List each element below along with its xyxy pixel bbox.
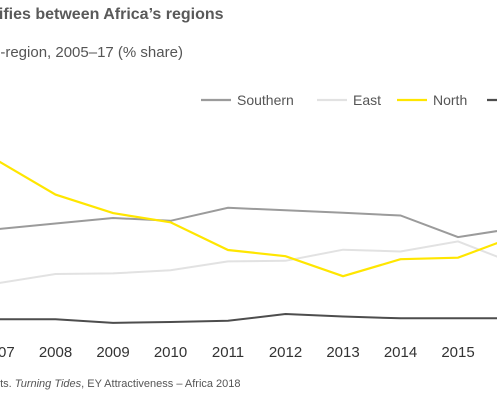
- x-tick-label: 2011: [212, 344, 244, 361]
- legend-label: East: [353, 92, 381, 108]
- chart-lines: [0, 160, 497, 324]
- x-tick-label: 2014: [384, 344, 417, 361]
- chart-title: sifies between Africa’s regions: [0, 6, 224, 23]
- chart-source: ets. Turning Tides, EY Attractiveness – …: [0, 378, 241, 390]
- x-tick-label: 2010: [154, 344, 187, 361]
- x-tick-label: 2013: [326, 344, 359, 361]
- source-prefix: ets.: [0, 378, 12, 390]
- x-tick-label: 2015: [441, 344, 474, 361]
- series-line-east: [0, 240, 497, 284]
- source-title: Turning Tides: [14, 378, 82, 390]
- source-suffix: , EY Attractiveness – Africa 2018: [81, 378, 241, 390]
- x-tick-label: 2007: [0, 344, 15, 361]
- series-line-other: [0, 312, 497, 324]
- series-line-southern: [0, 206, 497, 239]
- series-line-north: [0, 160, 497, 278]
- chart-subtitle: o-region, 2005–17 (% share): [0, 44, 183, 61]
- x-axis-ticks: 2007200820092010201120122013201420152016: [0, 344, 475, 361]
- legend-label: Southern: [237, 92, 294, 108]
- x-tick-label: 2008: [39, 344, 72, 361]
- x-tick-label: 2009: [96, 344, 129, 361]
- legend-label: North: [433, 92, 467, 108]
- chart-legend: Southern East North: [201, 92, 497, 108]
- x-tick-label: 2012: [269, 344, 302, 361]
